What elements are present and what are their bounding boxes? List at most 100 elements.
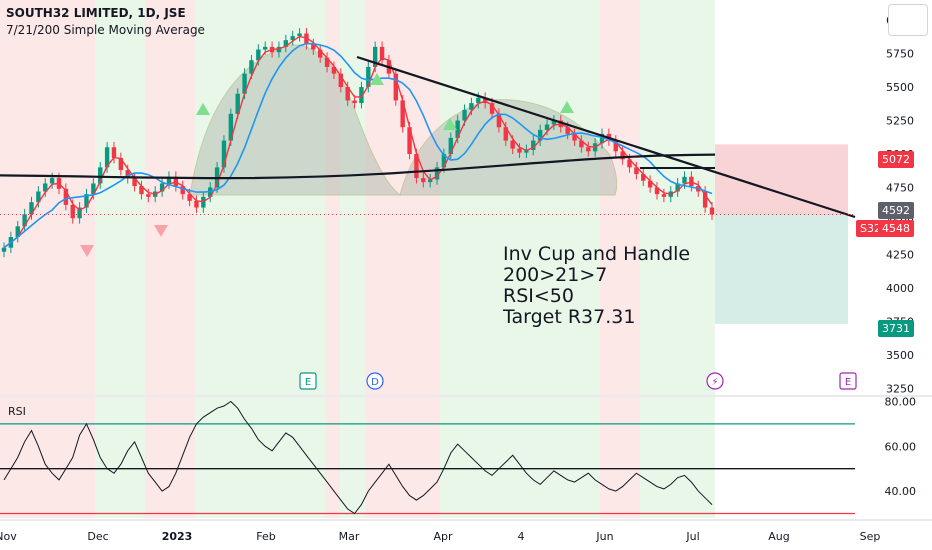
session-band-5 <box>340 0 365 395</box>
sma-200-line <box>0 153 716 180</box>
candle-body-73 <box>503 127 508 141</box>
descending-trendline <box>356 55 856 219</box>
candle-body-85 <box>586 147 591 152</box>
sell-signal-0 <box>80 245 94 257</box>
candle-body-79 <box>544 124 550 130</box>
annotation-line-4: Target R37.31 <box>503 306 636 328</box>
candle-body-83 <box>572 133 577 141</box>
candle-body-43 <box>297 33 302 37</box>
candle-body-13 <box>91 183 96 195</box>
price-tick-3: 4000 <box>886 282 914 295</box>
price-tag-sma: 4592 <box>878 202 914 219</box>
rsi-session-band-1 <box>95 397 145 518</box>
right-axis-area <box>855 0 932 550</box>
time-tick-0: Nov <box>0 530 17 543</box>
session-band-6 <box>365 0 440 395</box>
candle-body-3 <box>22 214 27 227</box>
candle-body-37 <box>256 49 261 61</box>
candle-body-6 <box>43 183 48 192</box>
candle-body-62 <box>427 179 433 183</box>
candle-body-64 <box>441 153 447 168</box>
candle-body-12 <box>84 194 89 208</box>
candle-body-28 <box>194 200 199 208</box>
candle-body-9 <box>63 188 69 205</box>
candle-body-67 <box>462 109 467 121</box>
time-tick-5: Apr <box>433 530 453 543</box>
candle-body-40 <box>276 46 282 53</box>
buy-signal-2 <box>443 118 457 130</box>
candle-body-0 <box>1 247 7 252</box>
candle-body-74 <box>510 140 515 149</box>
rsi-pane-label: RSI <box>8 405 26 418</box>
candle-body-84 <box>579 140 584 148</box>
price-tag-stop: 5072 <box>878 151 914 168</box>
time-tick-3: Feb <box>256 530 275 543</box>
candle-body-24 <box>166 176 172 184</box>
rsi-session-band-9 <box>640 397 715 518</box>
rsi-session-band-8 <box>600 397 640 518</box>
annotation-line-3: RSI<50 <box>503 285 574 307</box>
candle-body-32 <box>221 140 227 168</box>
candle-body-95 <box>654 187 660 195</box>
session-band-4 <box>325 0 340 395</box>
session-band-7 <box>440 0 600 395</box>
rsi-tick-2: 80.00 <box>885 395 917 408</box>
session-band-9 <box>640 0 715 395</box>
chart-settings-button[interactable] <box>888 4 928 36</box>
rsi-session-band-7 <box>440 397 600 518</box>
candle-body-44 <box>304 33 309 45</box>
buy-signal-3 <box>560 101 574 113</box>
candle-body-63 <box>434 167 440 180</box>
event-label-e2: E <box>845 377 851 388</box>
candle-body-99 <box>682 176 687 184</box>
rsi-line <box>3 400 713 515</box>
candle-body-60 <box>414 153 419 179</box>
price-tick-6: 4750 <box>886 181 914 194</box>
price-tick-0: 3250 <box>886 382 914 395</box>
rsi-session-band-3 <box>195 397 325 518</box>
candle-body-17 <box>118 158 124 171</box>
candle-body-57 <box>393 73 399 101</box>
candle-body-103 <box>709 207 715 215</box>
candle-body-7 <box>49 178 55 184</box>
rsi-session-band-6 <box>365 397 440 518</box>
session-band-8 <box>600 0 640 395</box>
event-marker-s1 <box>706 372 724 390</box>
time-tick-7: Jun <box>595 530 613 543</box>
annotation-line-2: 200>21>7 <box>503 264 608 286</box>
candle-body-75 <box>517 148 522 153</box>
candle-body-94 <box>647 180 653 188</box>
trade-annotation: Inv Cup and Handle 200>21>7 RSI<50 Targe… <box>503 244 690 328</box>
session-band-3 <box>195 0 325 395</box>
candle-body-91 <box>627 159 632 168</box>
candle-body-20 <box>139 186 144 195</box>
time-tick-9: Aug <box>768 530 789 543</box>
rsi-session-band-2 <box>145 397 195 518</box>
annotation-line-1: Inv Cup and Handle <box>503 243 691 265</box>
time-tick-4: Mar <box>339 530 360 543</box>
candle-body-19 <box>132 178 137 187</box>
buy-signal-0 <box>196 103 210 115</box>
candle-body-98 <box>675 183 680 192</box>
candle-body-47 <box>324 57 330 67</box>
candle-body-68 <box>469 103 474 110</box>
price-tick-9: 5500 <box>886 81 914 94</box>
candle-body-45 <box>311 44 316 50</box>
time-tick-6: 4 <box>518 530 525 543</box>
candle-body-26 <box>180 186 185 195</box>
candle-body-34 <box>235 93 240 114</box>
candle-body-89 <box>613 140 618 152</box>
candle-body-33 <box>228 113 234 141</box>
session-band-2 <box>145 0 195 395</box>
event-marker-d1 <box>366 372 384 390</box>
candle-body-69 <box>476 97 481 104</box>
price-tick-1: 3500 <box>886 349 914 362</box>
price-tick-4: 4250 <box>886 248 914 261</box>
candle-body-11 <box>77 207 82 219</box>
candle-body-38 <box>263 46 268 50</box>
candle-body-58 <box>400 100 405 128</box>
candle-body-21 <box>146 194 151 197</box>
reward-zone <box>715 214 848 324</box>
